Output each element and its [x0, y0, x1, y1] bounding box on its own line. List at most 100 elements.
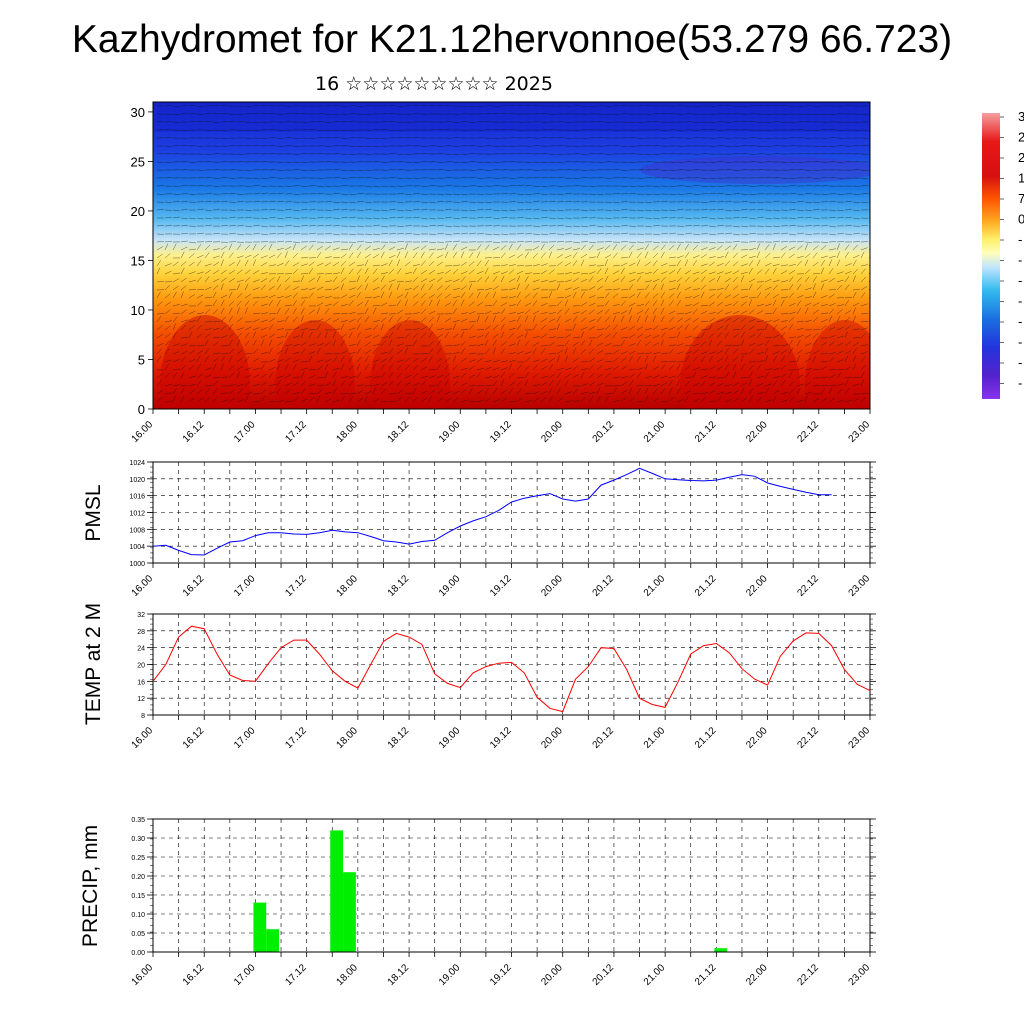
panel2-x-tick-label: 21.12 [693, 725, 719, 751]
heatmap-x-tick-label: 20.12 [591, 419, 617, 445]
panel2-x-tick-label: 16.00 [130, 725, 156, 751]
colorbar-label: 1 [1018, 171, 1024, 186]
heatmap-x-tick-label: 22.12 [795, 419, 821, 445]
panel1-x-tick-label: 21.00 [642, 573, 668, 599]
colorbar-label: 2 [1018, 130, 1024, 145]
panel2-x-tick-label: 21.00 [642, 725, 668, 751]
colorbar-label: - [1018, 376, 1022, 391]
panel1-x-tick-label: 20.12 [591, 573, 617, 599]
panel1-x-tick-label: 19.00 [437, 573, 463, 599]
y-tick-label: 32 [137, 612, 145, 619]
heatmap-y-tick-label: 30 [131, 105, 145, 120]
temp-axis-label: TEMP at 2 M [82, 603, 105, 725]
y-tick-label: 1008 [129, 527, 145, 534]
temp-panel: 8 12 16 20 24 28 32 16.00 16.12 17.00 17.12 18.00 18… [82, 603, 876, 751]
colorbar-label: - [1018, 335, 1022, 350]
panel3-x-tick-label: 16.12 [181, 962, 207, 988]
y-tick-label: 1016 [129, 494, 145, 501]
panel1-x-tick-label: 20.00 [539, 573, 565, 599]
pmsl-panel: 1000 1004 1008 1012 1016 1020 1024 16.00 16.12 17… [82, 460, 876, 599]
heatmap-x-tick-label: 17.12 [283, 419, 309, 445]
panel3-x-tick-label: 17.12 [283, 962, 309, 988]
y-tick-label: 0.05 [131, 931, 145, 938]
heatmap-x-tick-label: 21.00 [642, 419, 668, 445]
colorbar-label: 3 [1018, 109, 1024, 124]
precip-bar [253, 902, 267, 952]
heatmap-x-tick-label: 21.12 [693, 419, 719, 445]
heatmap-x-tick-label: 18.12 [386, 419, 412, 445]
precip-axis-label: PRECIP, mm [79, 825, 102, 947]
pmsl-series-line [152, 467, 832, 556]
panel3-x-tick-label: 22.00 [744, 962, 770, 988]
y-tick-label: 1000 [129, 561, 145, 568]
panel1-x-tick-label: 18.12 [386, 573, 412, 599]
precip-bar [343, 872, 356, 952]
pmsl-axis-label: PMSL [82, 484, 105, 541]
temp-series-line [152, 625, 871, 713]
heatmap-x-tick-label: 23.00 [847, 419, 873, 445]
colorbar-label: - [1018, 232, 1022, 247]
heatmap-x-tick-label: 20.00 [539, 419, 565, 445]
panel3-x-tick-label: 17.00 [232, 962, 258, 988]
panel1-x-tick-label: 18.00 [335, 573, 361, 599]
panel2-x-tick-label: 19.00 [437, 725, 463, 751]
y-tick-label: 24 [137, 646, 145, 653]
panel1-x-tick-label: 21.12 [693, 573, 719, 599]
panel2-x-tick-label: 16.12 [181, 725, 207, 751]
panel3-x-tick-label: 21.00 [642, 962, 668, 988]
colorbar-label: - [1018, 355, 1022, 370]
heatmap-x-tick-label: 16.00 [130, 419, 156, 445]
heatmap-x-tick-label: 18.00 [335, 419, 361, 445]
heatmap-y-tick-label: 25 [131, 154, 145, 169]
panel3-x-tick-label: 23.00 [847, 962, 873, 988]
panel1-x-tick-label: 19.12 [488, 573, 514, 599]
panel2-x-tick-label: 22.12 [795, 725, 821, 751]
y-tick-label: 20 [137, 663, 145, 670]
panel1-x-tick-label: 16.00 [130, 573, 156, 599]
heatmap-x-tick-label: 19.00 [437, 419, 463, 445]
colorbar-label: - [1018, 294, 1022, 309]
panel3-x-tick-label: 19.00 [437, 962, 463, 988]
precip-bar [714, 948, 728, 952]
heatmap-y-tick-label: 0 [138, 402, 145, 417]
panel3-x-tick-label: 19.12 [488, 962, 514, 988]
panel1-x-tick-label: 22.12 [795, 573, 821, 599]
panel2-x-tick-label: 23.00 [847, 725, 873, 751]
heatmap-y-tick-label: 10 [131, 303, 145, 318]
heatmap-field [153, 102, 870, 409]
panel1-x-tick-label: 17.12 [283, 573, 309, 599]
panel3-x-tick-label: 20.00 [539, 962, 565, 988]
y-tick-label: 0.00 [131, 950, 145, 957]
y-tick-label: 1020 [129, 477, 145, 484]
y-tick-label: 1024 [129, 460, 145, 467]
colorbar-label: 7 [1018, 191, 1024, 206]
y-tick-label: 8 [141, 713, 145, 720]
colorbar-label: - [1018, 273, 1022, 288]
panel2-x-tick-label: 22.00 [744, 725, 770, 751]
colorbar-label: - [1018, 314, 1022, 329]
panel2-x-tick-label: 19.12 [488, 725, 514, 751]
panel3-x-tick-label: 16.00 [130, 962, 156, 988]
panel3-x-tick-label: 18.00 [335, 962, 361, 988]
heatmap-y-tick-label: 5 [138, 352, 145, 367]
panel2-x-tick-label: 20.12 [591, 725, 617, 751]
panel3-x-tick-label: 22.12 [795, 962, 821, 988]
y-tick-label: 28 [137, 629, 145, 636]
heatmap-x-tick-label: 19.12 [488, 419, 514, 445]
panel3-x-tick-label: 21.12 [693, 962, 719, 988]
heatmap-x-tick-label: 22.00 [744, 419, 770, 445]
panel1-x-tick-label: 22.00 [744, 573, 770, 599]
precip-bar [266, 929, 280, 952]
colorbar [982, 113, 1000, 399]
panel3-x-tick-label: 18.12 [386, 962, 412, 988]
panel2-x-tick-label: 17.12 [283, 725, 309, 751]
y-tick-label: 12 [137, 696, 145, 703]
panel2-x-tick-label: 17.00 [232, 725, 258, 751]
figure-subtitle: 16 ☆☆☆☆☆☆☆☆☆ 2025 [315, 73, 553, 95]
y-tick-label: 0.15 [131, 893, 145, 900]
panel1-x-tick-label: 23.00 [847, 573, 873, 599]
y-tick-label: 16 [137, 679, 145, 686]
heatmap-x-tick-label: 17.00 [232, 419, 258, 445]
heatmap-y-tick-label: 15 [131, 253, 145, 268]
